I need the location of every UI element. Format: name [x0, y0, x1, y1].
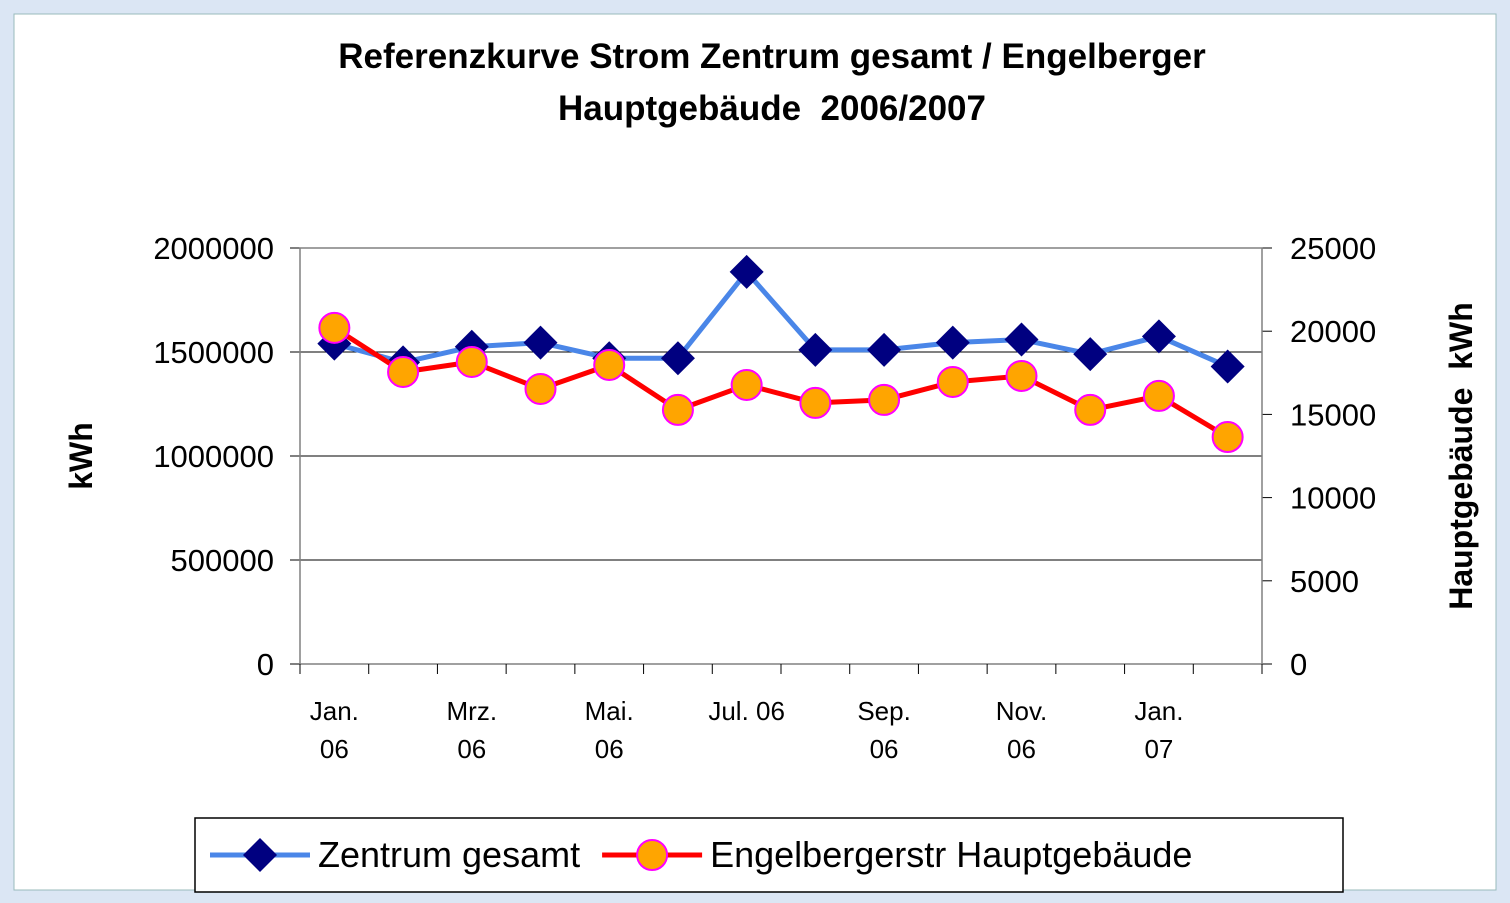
- x-tick-label: Mrz. 06: [446, 696, 498, 764]
- marker: [593, 348, 626, 381]
- y-axis-label: kWh: [63, 422, 99, 490]
- marker: [523, 325, 558, 360]
- legend-box: [194, 817, 1344, 893]
- marker: [1074, 393, 1107, 426]
- x-tick-label: Jan. 06: [309, 696, 359, 764]
- x-tick-label: Sep. 06: [857, 696, 911, 764]
- marker: [799, 386, 832, 419]
- y-tick-label: 500000: [171, 543, 274, 578]
- marker: [1141, 319, 1176, 354]
- chart-subtitle: Hauptgebäude 2006/2007: [558, 89, 986, 128]
- marker: [729, 254, 764, 289]
- y2-tick-label: 5000: [1290, 564, 1359, 599]
- x-tick-label: Nov. 06: [995, 696, 1048, 764]
- x-tick-label: Jul. 06: [708, 696, 785, 726]
- y2-tick-label: 25000: [1290, 231, 1376, 266]
- y2-tick-label: 0: [1290, 647, 1307, 682]
- legend-label: Engelbergerstr Hauptgebäude: [710, 834, 1192, 875]
- x-tick-label: Jan. 07: [1134, 696, 1184, 764]
- marker: [1210, 349, 1245, 384]
- legend-marker: [243, 838, 277, 872]
- legend-marker: [636, 839, 669, 871]
- marker: [524, 372, 557, 405]
- marker: [936, 365, 969, 398]
- y-tick-label: 0: [257, 647, 274, 682]
- y2-tick-label: 20000: [1290, 314, 1376, 349]
- y-tick-label: 1500000: [153, 335, 274, 370]
- y2-tick-label: 15000: [1290, 397, 1376, 432]
- marker: [1004, 322, 1039, 357]
- chart-panel: [13, 13, 1497, 891]
- y2-tick-label: 10000: [1290, 481, 1376, 516]
- x-tick-label: Mai. 06: [584, 696, 634, 764]
- marker: [935, 325, 970, 360]
- legend-label: Zentrum gesamt: [318, 834, 580, 875]
- y2-axis-label: Hauptgebäude kWh: [1443, 302, 1479, 610]
- marker: [798, 332, 833, 367]
- marker: [730, 368, 763, 401]
- y-tick-label: 2000000: [153, 231, 274, 266]
- marker: [660, 341, 695, 376]
- marker: [318, 311, 351, 344]
- marker: [1005, 359, 1038, 392]
- marker: [1142, 379, 1175, 412]
- marker: [1211, 421, 1244, 454]
- marker: [455, 345, 488, 378]
- marker: [661, 393, 694, 426]
- marker: [1073, 337, 1108, 372]
- y-tick-label: 1000000: [153, 439, 274, 474]
- marker: [387, 355, 420, 388]
- marker: [867, 332, 902, 367]
- chart-title: Referenzkurve Strom Zentrum gesamt / Eng…: [338, 37, 1206, 76]
- marker: [868, 383, 901, 416]
